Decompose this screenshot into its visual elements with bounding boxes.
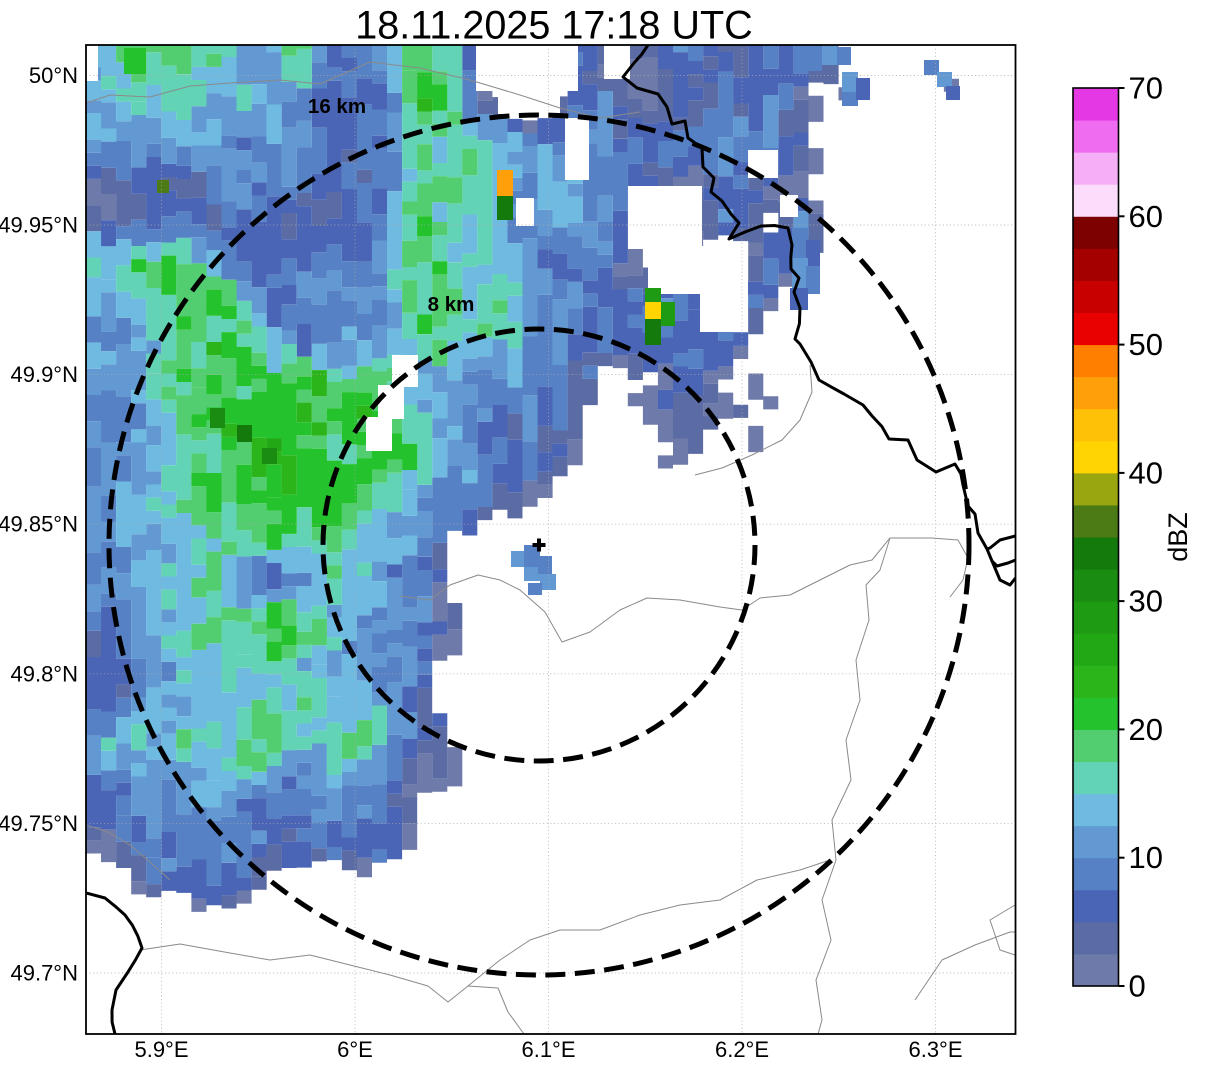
svg-text:30: 30 [1129,584,1163,619]
svg-text:10: 10 [1129,840,1163,875]
svg-text:8 km: 8 km [428,293,475,316]
svg-text:6°E: 6°E [337,1037,373,1062]
svg-text:6.1°E: 6.1°E [521,1037,575,1062]
svg-text:49.7°N: 49.7°N [10,961,78,986]
svg-text:50: 50 [1129,327,1163,362]
svg-text:70: 70 [1129,71,1163,106]
svg-text:dBZ: dBZ [1163,512,1193,562]
svg-text:6.3°E: 6.3°E [908,1037,962,1062]
svg-text:40: 40 [1129,455,1163,490]
svg-text:49.85°N: 49.85°N [0,512,78,537]
svg-text:60: 60 [1129,199,1163,234]
svg-text:16 km: 16 km [308,95,366,118]
svg-text:49.8°N: 49.8°N [10,661,78,686]
svg-text:49.9°N: 49.9°N [10,362,78,387]
svg-text:20: 20 [1129,712,1163,747]
svg-text:50°N: 50°N [29,63,78,88]
svg-text:18.11.2025 17:18 UTC: 18.11.2025 17:18 UTC [355,4,753,48]
svg-text:6.2°E: 6.2°E [715,1037,769,1062]
svg-text:5.9°E: 5.9°E [134,1037,188,1062]
svg-text:0: 0 [1129,969,1146,1004]
svg-text:49.75°N: 49.75°N [0,811,78,836]
svg-text:49.95°N: 49.95°N [0,213,78,238]
